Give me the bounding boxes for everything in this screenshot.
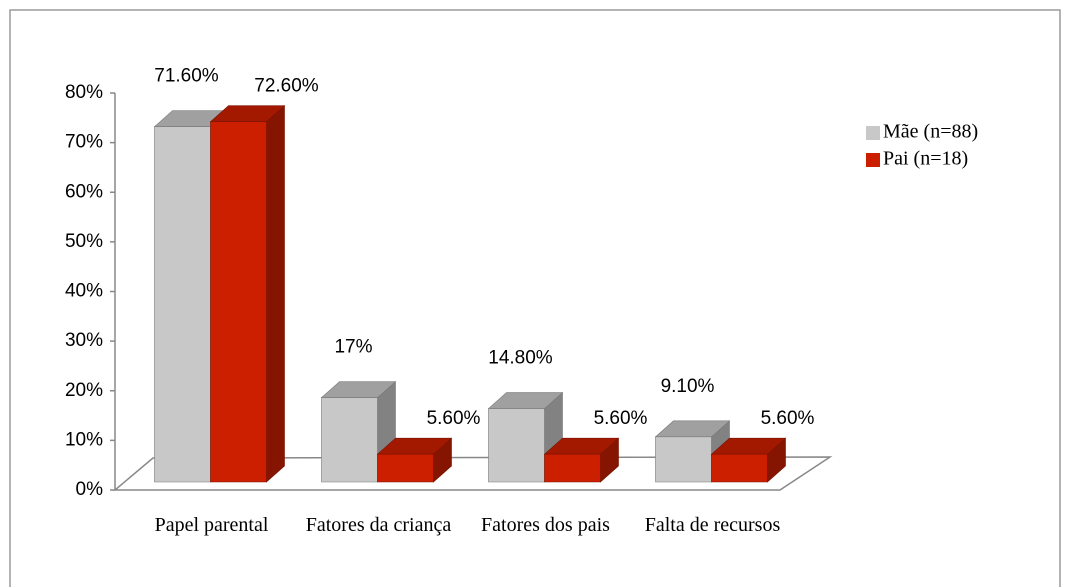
- x-tick-label: Fatores da criança: [305, 514, 452, 536]
- y-tick-label: 60%: [65, 181, 103, 202]
- x-tick-label: Fatores dos pais: [481, 514, 610, 536]
- y-tick-label: 20%: [65, 380, 103, 401]
- y-tick-label: 50%: [65, 231, 103, 252]
- y-tick-label: 40%: [65, 281, 103, 302]
- bar: [543, 437, 620, 483]
- value-label: 17%: [334, 337, 372, 358]
- value-label: 72.60%: [254, 76, 319, 97]
- bar: [710, 437, 787, 483]
- bar: [376, 437, 453, 483]
- y-tick-label: 0%: [76, 479, 104, 500]
- floor: [112, 456, 833, 491]
- legend-swatch: [866, 153, 880, 167]
- y-tick-label: 80%: [65, 82, 103, 103]
- value-label: 14.80%: [488, 348, 553, 369]
- bar: [209, 105, 286, 483]
- legend-swatch: [866, 126, 880, 140]
- y-tick-label: 10%: [65, 429, 103, 450]
- x-tick-label: Papel parental: [154, 514, 269, 536]
- value-label: 5.60%: [427, 408, 481, 429]
- y-tick-label: 30%: [65, 330, 103, 351]
- y-tick-label: 70%: [65, 132, 103, 153]
- chart-border: [9, 9, 1061, 587]
- value-label: 5.60%: [761, 408, 815, 429]
- value-label: 71.60%: [154, 66, 219, 87]
- x-tick-label: Falta de recursos: [644, 514, 781, 536]
- legend-label: Pai (n=18): [883, 148, 968, 170]
- value-label: 5.60%: [594, 408, 648, 429]
- legend-label: Mãe (n=88): [883, 121, 978, 143]
- value-label: 9.10%: [661, 376, 715, 397]
